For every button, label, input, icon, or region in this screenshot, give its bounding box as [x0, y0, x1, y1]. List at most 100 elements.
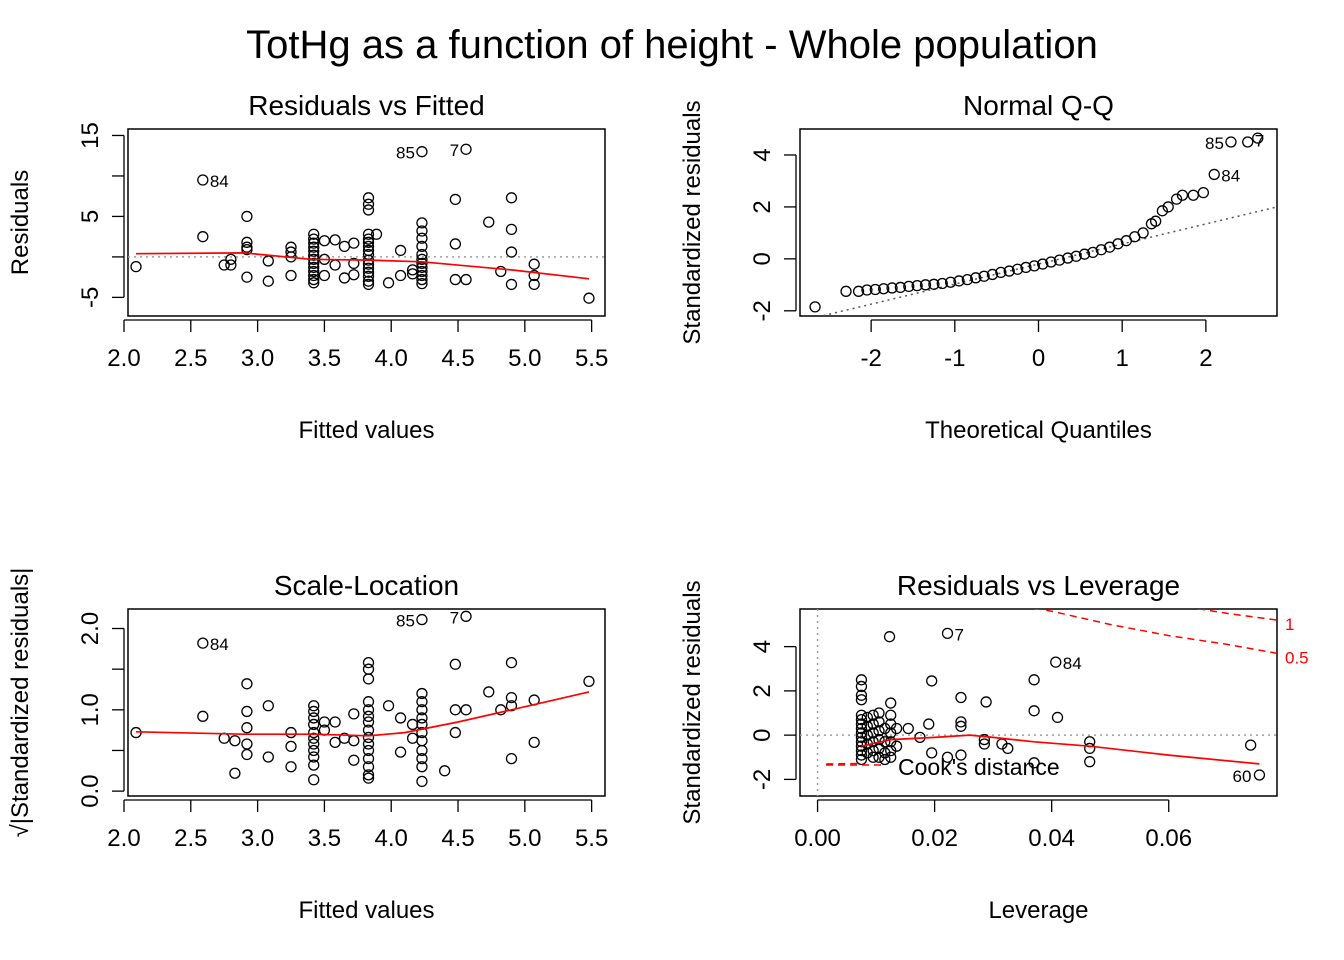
data-point: [241, 236, 253, 248]
data-point: [416, 146, 428, 158]
point-label: 85: [1205, 134, 1224, 153]
data-point: [890, 740, 903, 752]
data-point: [308, 273, 320, 286]
data-point: [416, 240, 428, 253]
data-layer: [128, 143, 605, 304]
data-point: [348, 708, 360, 720]
data-point: [308, 249, 320, 261]
data-point: [1156, 205, 1169, 217]
y-tick-label: -5: [77, 287, 104, 308]
data-point: [241, 705, 253, 718]
data-point: [225, 253, 237, 265]
data-point: [362, 769, 375, 781]
y-axis: -5 5 15: [77, 122, 125, 308]
plot-frame: [799, 128, 1278, 317]
data-point: [460, 704, 472, 716]
data-point: [1037, 258, 1049, 270]
data-point: [362, 752, 375, 765]
cook-contour-label: 0.5: [1285, 648, 1309, 667]
data-point: [308, 277, 320, 289]
data-point: [955, 716, 967, 728]
point-label: 85: [396, 144, 415, 163]
x-tick-label: 4.5: [441, 825, 474, 852]
data-point: [911, 279, 923, 292]
data-point: [308, 257, 320, 270]
point-label: 7: [450, 141, 459, 160]
data-point: [416, 253, 428, 265]
y-axis: 0.0 1.0 2.0: [77, 612, 125, 808]
data-point: [1062, 252, 1074, 264]
data-point: [308, 774, 320, 786]
data-point: [416, 265, 428, 278]
panel-title: Residuals vs Leverage: [897, 570, 1180, 601]
data-point: [225, 259, 237, 271]
cook-contour-0.5: [1033, 609, 1277, 655]
data-point: [338, 240, 351, 253]
y-tick-label: 15: [77, 122, 104, 149]
data-point: [861, 729, 873, 741]
panel-4: Residuals vs Leverage 0.00 0.02 0.04 0.06 Lev…: [679, 570, 1309, 924]
data-point: [197, 710, 209, 722]
data-point: [130, 260, 142, 273]
data-point: [855, 714, 868, 726]
data-point: [382, 277, 395, 289]
data-point: [308, 726, 320, 739]
data-point: [1028, 674, 1040, 686]
data-point: [416, 704, 428, 716]
y-axis: -2 0 2 4: [749, 640, 797, 790]
data-point: [285, 740, 297, 753]
data-point: [308, 751, 320, 763]
data-point: [840, 285, 852, 297]
data-point: [855, 753, 868, 766]
y-tick-label: 5: [77, 210, 104, 223]
data-point: [528, 278, 540, 291]
data-point: [1053, 254, 1066, 266]
data-point: [308, 718, 320, 731]
data-point: [505, 278, 518, 291]
data-point: [1011, 263, 1024, 275]
qq-reference-line: [818, 206, 1277, 316]
data-point: [885, 709, 897, 721]
y-tick-label: 0: [749, 252, 776, 265]
data-point: [197, 231, 209, 243]
data-point: [855, 680, 868, 693]
y-tick-label: 4: [749, 148, 776, 161]
data-point: [285, 726, 297, 739]
figure-title: TotHg as a function of height - Whole po…: [246, 23, 1098, 67]
data-point: [308, 732, 320, 744]
data-point: [241, 678, 253, 690]
point-label: 60: [1233, 767, 1252, 786]
y-axis-label: Residuals: [7, 170, 34, 275]
x-axis: 2.0 2.5 3.0 3.5 4.0 4.5 5.0 5.5: [107, 799, 608, 852]
data-point: [308, 233, 320, 245]
data-point: [394, 712, 407, 724]
data-point: [406, 718, 419, 731]
y-tick-label: 4: [749, 640, 776, 653]
data-point: [241, 738, 253, 750]
x-tick-label: 5.0: [508, 345, 541, 372]
data-point: [362, 198, 375, 210]
data-point: [416, 726, 428, 739]
data-point: [1028, 705, 1040, 717]
data-point: [382, 700, 395, 712]
data-point: [241, 722, 253, 734]
x-tick-label: 0: [1032, 345, 1045, 372]
data-point: [505, 657, 518, 669]
x-axis-label: Fitted values: [298, 417, 434, 444]
point-label: 7: [1255, 131, 1264, 150]
data-point: [416, 225, 428, 237]
data-point: [955, 749, 967, 761]
data-point: [955, 691, 967, 704]
panel-1: Residuals vs Fitted 2.0 2.5 3.0 3.5 4.0 4.5 5.0…: [7, 90, 608, 444]
x-axis: -2 -1 0 1 2: [860, 319, 1213, 372]
data-point: [1208, 168, 1220, 181]
data-point: [362, 192, 375, 204]
x-tick-label: -2: [860, 345, 881, 372]
data-point: [241, 243, 253, 256]
data-point: [961, 273, 974, 286]
data-point: [262, 255, 274, 267]
data-point: [308, 759, 320, 771]
data-point: [460, 610, 472, 622]
data-point: [528, 258, 540, 270]
point-label: 84: [210, 172, 229, 191]
